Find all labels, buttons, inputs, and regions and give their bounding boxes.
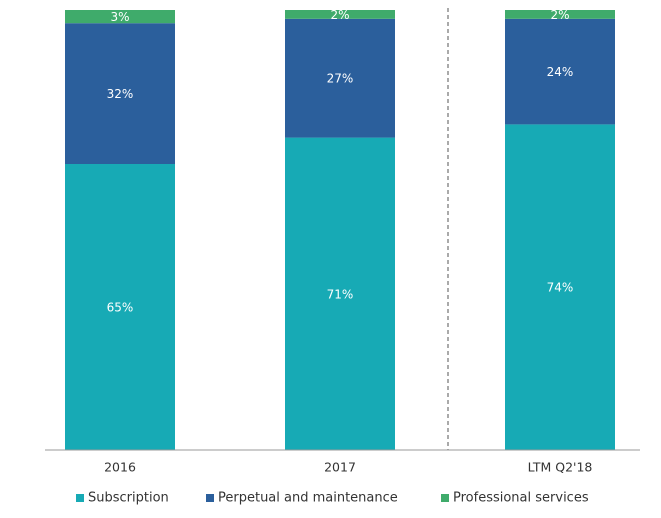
data-label: 24% [547, 65, 574, 79]
legend-label: Subscription [88, 491, 169, 506]
bars: 65% 32% 3% 2016 71% 27% 2% 2017 74% 24% 2% LTM Q2'1… [65, 8, 615, 475]
bar-segment [505, 124, 615, 451]
bar-segment [65, 23, 175, 165]
data-label: 32% [107, 87, 134, 101]
data-label: 3% [110, 10, 129, 24]
legend-label: Perpetual and maintenance [218, 491, 398, 506]
data-label: 71% [327, 287, 354, 301]
legend-swatch [206, 494, 214, 502]
bar-segment [65, 10, 175, 24]
legend-label: Professional services [453, 491, 589, 506]
bar-segment [65, 164, 175, 450]
data-label: 2% [550, 8, 569, 22]
legend-swatch [76, 494, 84, 502]
bar-segment [285, 18, 395, 138]
bar-segment [505, 18, 615, 125]
data-label: 27% [327, 72, 354, 86]
bar-segment [285, 137, 395, 450]
bar-segment [285, 10, 395, 19]
data-label: 65% [107, 301, 134, 315]
bar-segment [505, 10, 615, 19]
data-label: 74% [547, 281, 574, 295]
legend-swatch [441, 494, 449, 502]
x-tick-label: LTM Q2'18 [528, 460, 593, 475]
data-label: 2% [330, 8, 349, 22]
x-tick-label: 2016 [104, 460, 136, 475]
legend: Subscription Perpetual and maintenance Pro… [76, 491, 589, 506]
x-tick-label: 2017 [324, 460, 356, 475]
